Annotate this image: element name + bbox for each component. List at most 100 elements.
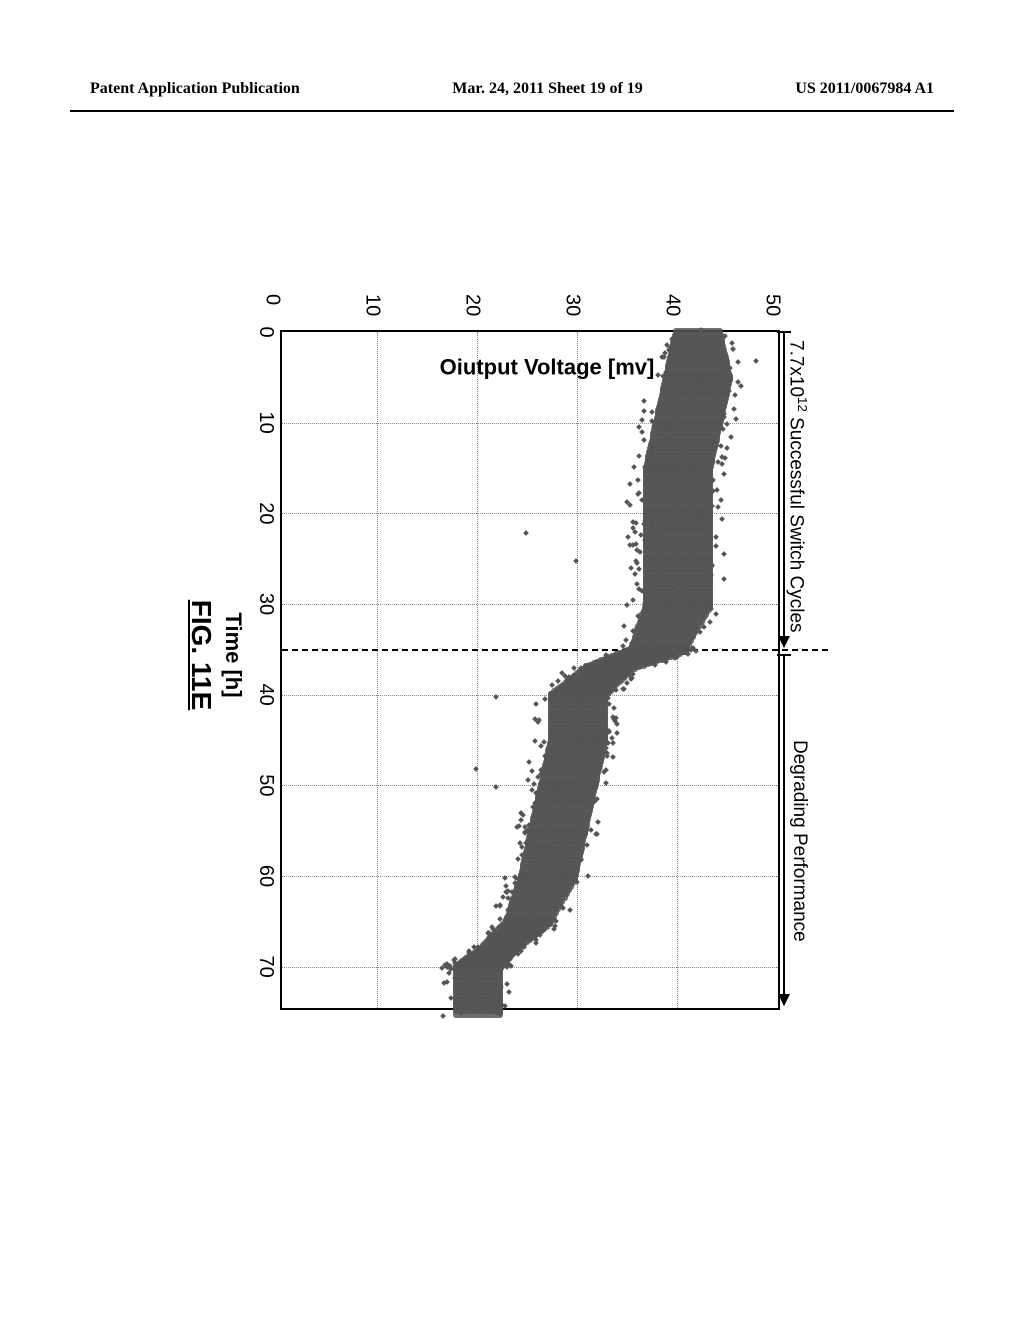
data-point [630,597,636,603]
data-point [721,471,727,477]
data-point [625,534,631,540]
data-point [718,497,724,503]
data-point [614,721,620,727]
data-point [729,340,735,346]
data-point [731,406,737,412]
data-point [588,827,594,833]
data-point [724,421,730,427]
data-point [611,754,617,760]
data-point [636,453,642,459]
data-point [610,740,616,746]
data-point [621,623,627,629]
data-point [595,819,601,825]
data-point [721,576,727,582]
data-point [632,571,638,577]
data-point [714,543,720,549]
data-point [707,619,713,625]
y-tick-label: 0 [261,294,284,305]
annotation-degrading: Degrading Performance [788,740,810,942]
data-point [723,455,729,461]
plot-area: 01020304050607001020304050 [280,330,780,1010]
data-point [722,551,728,557]
data-point [631,465,637,471]
data-point [735,359,741,365]
data-point [701,624,707,630]
data-point [732,392,738,398]
data-point [633,529,639,535]
figure-label: FIG. 11E [185,600,217,711]
x-tick-label: 10 [254,412,277,434]
data-point [728,434,734,440]
chart-rotated-wrapper: 01020304050607001020304050 Oiutput Volta… [180,240,840,1070]
data-point [527,759,533,765]
data-point [504,981,510,987]
data-point [627,502,633,508]
data-point [567,907,573,913]
y-tick-label: 10 [361,294,384,316]
data-point [713,611,719,617]
annotation-successful-cycles: 7.7x1012 Successful Switch Cycles [785,340,810,633]
x-tick-label: 60 [254,865,277,887]
data-point [724,445,730,451]
boundary-dashed-line [282,649,828,651]
data-point [641,437,647,443]
data-point [713,534,719,540]
grid-line-horizontal [477,332,478,1008]
data-point [614,730,620,736]
x-tick-label: 0 [254,326,277,337]
grid-line-horizontal [377,332,378,1008]
x-tick-label: 40 [254,684,277,706]
y-tick-label: 20 [461,294,484,316]
data-point [715,504,721,510]
data-point [534,701,540,707]
data-point [507,989,513,995]
header-left: Patent Application Publication [90,80,300,98]
data-outlier [493,784,499,790]
x-axis-label: Time [h] [220,612,246,697]
x-tick-label: 20 [254,502,277,524]
data-point [635,477,641,483]
data-point [730,346,736,352]
data-point [721,414,727,420]
header-right: US 2011/0067984 A1 [795,80,934,98]
data-point [641,399,647,405]
data-point [515,952,521,958]
data-point [628,565,634,571]
y-axis-label: Oiutput Voltage [mv] [440,354,655,380]
annotation-arrow-1 [783,332,785,647]
data-point [441,1013,447,1019]
data-point [719,461,725,467]
x-tick-label: 50 [254,774,277,796]
data-point [611,705,617,711]
data-point [639,429,645,435]
data-point [623,637,629,643]
data-point [738,383,744,389]
data-point [613,687,619,693]
data-point [529,768,535,774]
annotation-arrow-2 [783,655,785,1005]
data-point [532,738,538,744]
grid-line-vertical [282,695,778,696]
data-point [698,629,704,635]
data-outlier [753,358,759,364]
grid-line-vertical [282,785,778,786]
x-tick-label: 70 [254,956,277,978]
data-point [719,516,725,522]
data-point [636,566,642,572]
data-point [585,873,591,879]
header-divider [70,110,954,112]
y-tick-label: 40 [661,294,684,316]
data-point [503,1004,509,1010]
grid-line-vertical [282,967,778,968]
x-tick-label: 30 [254,593,277,615]
figure-container: 01020304050607001020304050 Oiutput Volta… [180,240,840,1070]
data-point [641,408,647,414]
y-tick-label: 50 [761,294,784,316]
data-point [493,903,499,909]
data-point [718,443,724,449]
y-tick-label: 30 [561,294,584,316]
data-point [551,926,557,932]
data-point [445,979,451,985]
header-center: Mar. 24, 2011 Sheet 19 of 19 [452,80,643,98]
data-point [733,416,739,422]
